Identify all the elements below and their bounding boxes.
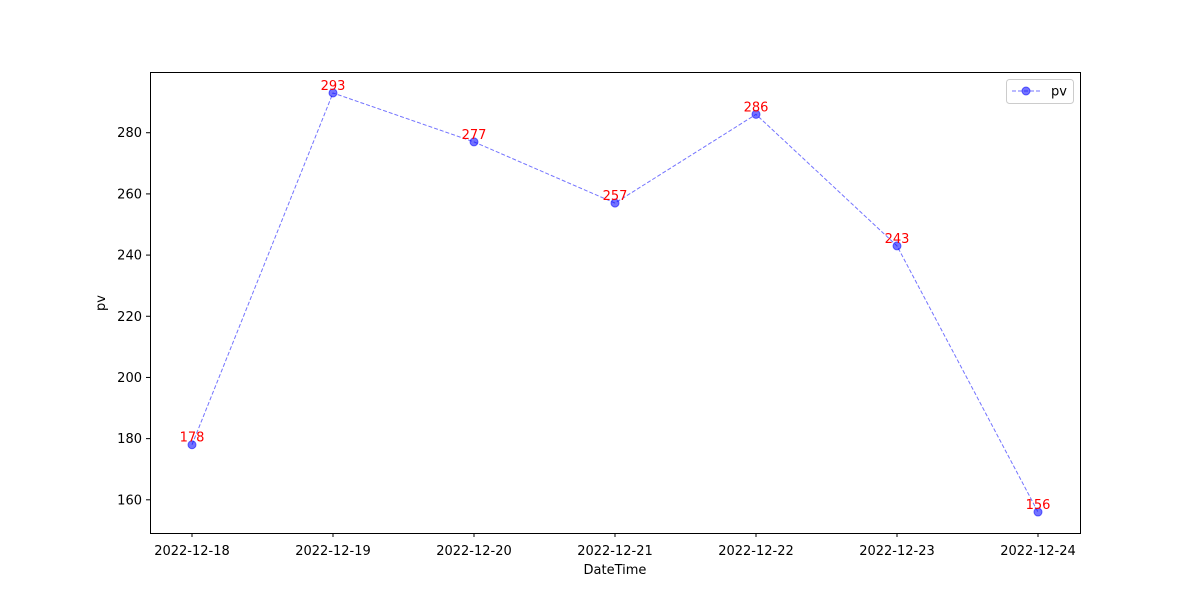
y-tick-label: 220: [117, 310, 142, 325]
legend-marker: [1021, 86, 1031, 96]
data-label: 277: [462, 128, 487, 143]
y-tick-label: 160: [117, 493, 142, 508]
data-label: 156: [1026, 498, 1051, 513]
data-point: [328, 88, 338, 98]
x-axis-label: DateTime: [584, 563, 647, 578]
y-tick-label: 260: [117, 187, 142, 202]
x-tick-label: 2022-12-24: [1000, 544, 1076, 559]
x-tick-label: 2022-12-23: [859, 544, 935, 559]
y-tick-label: 200: [117, 371, 142, 386]
x-tick-label: 2022-12-18: [154, 544, 230, 559]
data-point: [1033, 507, 1043, 517]
data-point: [610, 198, 620, 208]
y-tick-label: 240: [117, 249, 142, 264]
x-tick-label: 2022-12-19: [295, 544, 371, 559]
y-axis-label: pv: [94, 295, 109, 311]
x-tick-label: 2022-12-22: [718, 544, 794, 559]
data-label: 286: [744, 100, 769, 115]
plot-frame: [150, 72, 1081, 534]
y-tick-label: 280: [117, 126, 142, 141]
x-axis: 2022-12-18 2022-12-19 2022-12-20 2022-12-21…: [154, 533, 1076, 559]
data-label: 257: [603, 189, 628, 204]
plot-area: 178 293 277 257 286 243 156: [180, 79, 1051, 517]
legend-entry-pv: pv: [1051, 85, 1067, 100]
data-point: [751, 109, 761, 119]
y-axis: 160 180 200 220 240 260 280: [117, 126, 150, 508]
data-label: 178: [180, 431, 205, 446]
data-label: 293: [321, 79, 346, 94]
series-line-pv: [191, 92, 1039, 513]
data-point: [892, 241, 902, 251]
x-tick-label: 2022-12-20: [436, 544, 512, 559]
x-tick-label: 2022-12-21: [577, 544, 653, 559]
y-tick-label: 180: [117, 432, 142, 447]
data-point: [187, 440, 197, 450]
legend: pv: [1006, 79, 1074, 104]
data-label: 243: [885, 232, 910, 247]
data-point: [469, 137, 479, 147]
